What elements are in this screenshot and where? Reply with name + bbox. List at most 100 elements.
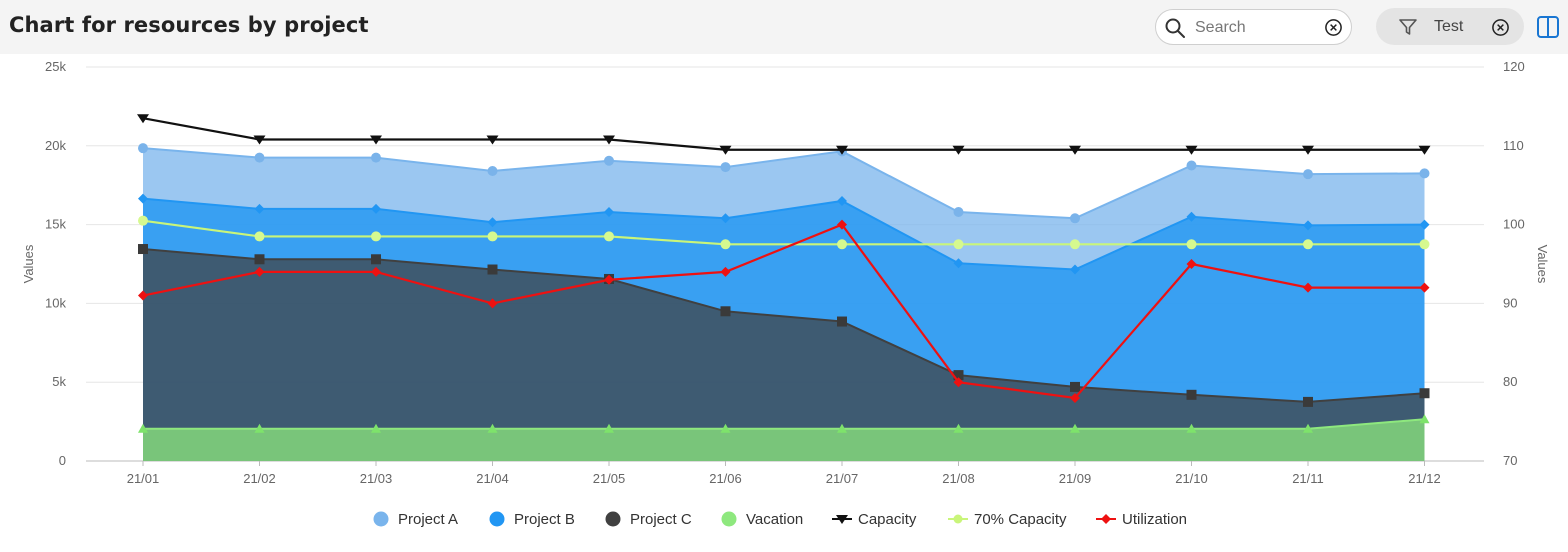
point-70-capacity <box>254 231 265 242</box>
x-tick-label: 21/08 <box>942 471 975 486</box>
point-utilization <box>487 298 498 309</box>
point-utilization <box>1419 282 1430 293</box>
line-utilization <box>142 223 1425 400</box>
point-70-capacity <box>837 239 847 250</box>
y2-tick-label: 80 <box>1503 374 1517 389</box>
point-vacation <box>371 423 381 433</box>
y-tick-label: 5k <box>52 374 66 389</box>
filter-chip[interactable]: Test <box>1376 8 1524 45</box>
point-utilization <box>371 266 381 277</box>
legend-label-project-a: Project A <box>398 511 458 528</box>
point-project-c <box>1303 396 1313 407</box>
area-edge-project-a <box>142 147 1425 220</box>
search-box[interactable]: Search <box>1155 9 1352 45</box>
point-vacation <box>254 423 265 433</box>
x-tick-label: 21/01 <box>127 471 160 486</box>
point-capacity <box>253 135 266 145</box>
point-project-a <box>604 155 614 166</box>
point-70-capacity <box>1303 239 1313 250</box>
point-project-b <box>1070 264 1080 275</box>
point-project-c <box>953 370 964 381</box>
point-vacation <box>720 423 731 433</box>
y2-tick-label: 120 <box>1503 59 1525 74</box>
legend-marker-capacity <box>836 515 848 524</box>
legend-marker-project-a <box>373 511 389 527</box>
point-project-c <box>1186 389 1197 400</box>
search-input[interactable]: Search <box>1195 19 1246 36</box>
point-capacity <box>719 145 732 155</box>
point-70-capacity <box>953 239 964 250</box>
legend-label-capacity: Capacity <box>858 511 917 528</box>
point-vacation <box>953 423 964 433</box>
point-project-a <box>720 162 731 173</box>
point-project-c <box>371 254 381 265</box>
filter-funnel-icon <box>1398 18 1418 40</box>
point-70-capacity <box>1419 239 1430 250</box>
point-project-b <box>604 206 614 217</box>
point-utilization <box>604 274 614 285</box>
point-project-c <box>837 316 847 327</box>
point-project-c <box>1419 388 1430 399</box>
filter-label: Test <box>1434 18 1464 35</box>
point-vacation <box>1186 423 1197 433</box>
clear-search-icon[interactable] <box>1324 18 1343 41</box>
y2-tick-label: 70 <box>1503 453 1517 468</box>
point-70-capacity <box>138 215 148 226</box>
point-project-b <box>720 213 731 224</box>
point-project-a <box>254 152 265 163</box>
y2-tick-label: 100 <box>1503 217 1525 232</box>
point-capacity <box>137 114 149 124</box>
y-axis-label: Values <box>21 244 36 283</box>
point-capacity <box>1069 145 1081 155</box>
point-capacity <box>1302 145 1314 155</box>
search-icon <box>1164 17 1186 43</box>
point-project-c <box>138 244 148 255</box>
point-capacity <box>952 145 965 155</box>
legend-label-vacation: Vacation <box>746 511 803 528</box>
point-project-b <box>254 203 265 214</box>
legend-label-utilization: Utilization <box>1122 511 1187 528</box>
line-capacity <box>142 117 1425 151</box>
point-70-capacity <box>1186 239 1197 250</box>
point-capacity <box>1418 145 1431 155</box>
legend-label-70-capacity: 70% Capacity <box>974 511 1067 528</box>
legend-label-project-b: Project B <box>514 511 575 528</box>
legend-marker-utilization <box>1101 514 1111 524</box>
point-project-b <box>953 258 964 269</box>
point-project-c <box>720 306 731 317</box>
point-capacity <box>1185 145 1198 155</box>
point-project-a <box>487 166 498 177</box>
area-edge-vacation <box>143 418 1425 430</box>
point-utilization <box>953 377 964 388</box>
x-tick-label: 21/03 <box>360 471 393 486</box>
y-tick-label: 15k <box>45 217 66 232</box>
y2-axis-label: Values <box>1535 245 1550 284</box>
point-vacation <box>487 423 498 433</box>
point-project-a <box>371 152 381 163</box>
x-tick-label: 21/12 <box>1408 471 1441 486</box>
y-tick-label: 20k <box>45 138 66 153</box>
point-capacity <box>486 135 499 145</box>
x-tick-label: 21/02 <box>243 471 276 486</box>
x-tick-label: 21/09 <box>1059 471 1092 486</box>
point-capacity <box>370 135 382 145</box>
point-project-c <box>1070 381 1080 392</box>
point-vacation <box>1419 414 1430 424</box>
y-tick-label: 0 <box>59 453 66 468</box>
x-tick-label: 21/10 <box>1175 471 1208 486</box>
point-utilization <box>1070 392 1080 403</box>
point-vacation <box>1070 423 1080 433</box>
point-vacation <box>1303 423 1313 433</box>
area-project-c <box>143 249 1425 461</box>
split-panel-icon[interactable] <box>1536 15 1560 43</box>
x-tick-label: 21/06 <box>709 471 742 486</box>
legend-marker-project-b <box>489 511 505 527</box>
clear-filter-icon[interactable] <box>1491 18 1510 41</box>
point-project-b <box>487 217 498 228</box>
point-utilization <box>720 266 731 277</box>
point-project-c <box>487 264 498 275</box>
area-edge-project-b <box>142 197 1425 271</box>
point-capacity <box>603 135 615 145</box>
point-utilization <box>254 266 265 277</box>
area-edge-project-c <box>142 248 1425 403</box>
